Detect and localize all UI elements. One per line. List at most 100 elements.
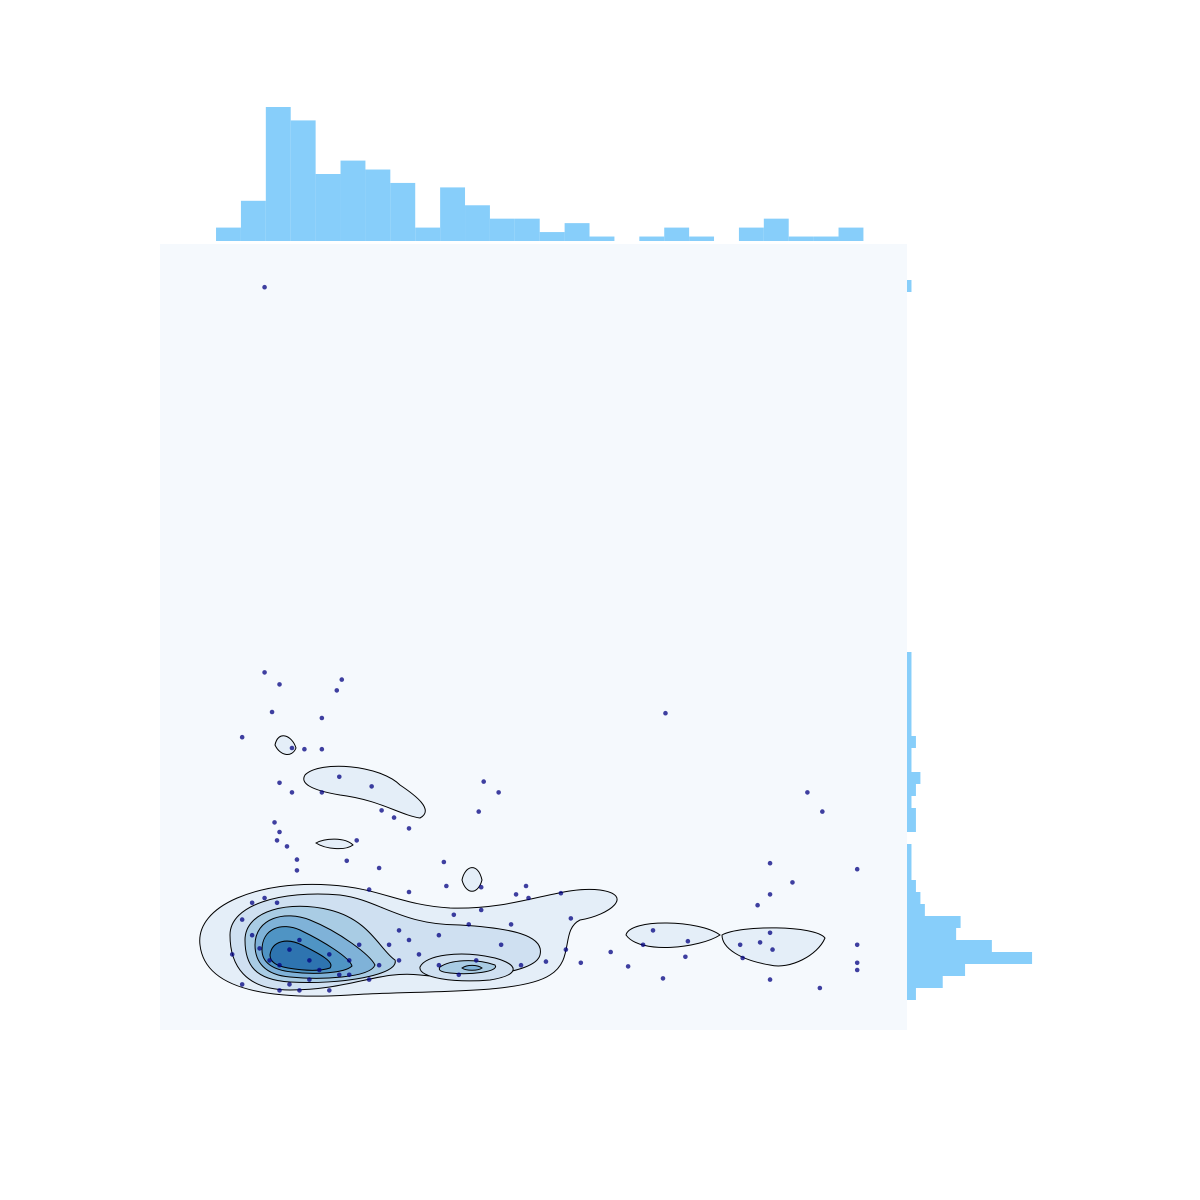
scatter-point xyxy=(625,964,631,969)
scatter-point xyxy=(608,949,613,955)
histogram-bar xyxy=(240,200,266,241)
histogram-bar xyxy=(907,844,912,856)
histogram-bar xyxy=(514,218,540,241)
contour xyxy=(625,922,721,949)
scatter-point xyxy=(336,972,342,978)
scatter-point xyxy=(229,952,235,957)
histogram-bar xyxy=(907,916,961,928)
scatter-point xyxy=(327,988,332,993)
scatter-point xyxy=(294,857,300,862)
scatter-point xyxy=(466,922,472,927)
scatter-point xyxy=(336,774,342,780)
histogram-bar xyxy=(907,748,912,760)
scatter-point xyxy=(523,883,529,889)
histogram-bar xyxy=(907,880,916,892)
scatter-point xyxy=(391,815,397,820)
scatter-point xyxy=(289,790,295,795)
histogram-bar xyxy=(664,227,690,241)
histogram-bar xyxy=(907,724,912,736)
histogram-bar xyxy=(564,223,590,241)
histogram-bar xyxy=(907,784,916,796)
scatter-point xyxy=(277,829,282,835)
histogram-bar xyxy=(440,187,466,241)
histogram-bar xyxy=(639,236,665,241)
scatter-point xyxy=(317,967,322,973)
contour xyxy=(461,964,483,971)
scatter-point xyxy=(287,947,292,952)
scatter-point xyxy=(820,809,825,814)
scatter-point xyxy=(346,972,352,978)
histogram-bar xyxy=(907,280,912,292)
contour xyxy=(315,838,354,850)
scatter-point xyxy=(386,942,392,948)
scatter-point xyxy=(854,967,860,973)
histogram-bar xyxy=(907,856,912,868)
scatter-point xyxy=(498,942,504,948)
scatter-point xyxy=(366,887,372,892)
scatter-point xyxy=(406,937,412,943)
histogram-bar xyxy=(907,760,912,772)
histogram-bar xyxy=(489,218,515,241)
histogram-bar xyxy=(265,107,291,241)
histogram-bar xyxy=(813,236,839,241)
histogram-bar xyxy=(907,988,916,1000)
scatter-point xyxy=(441,859,447,865)
scatter-point xyxy=(663,710,668,716)
scatter-point xyxy=(379,808,384,813)
scatter-point xyxy=(257,946,262,951)
histogram-bar xyxy=(907,652,912,664)
histogram-bar xyxy=(907,712,912,724)
histogram-bar xyxy=(465,205,490,241)
scatter-point xyxy=(284,844,290,849)
scatter-point xyxy=(327,952,332,957)
scatter-point xyxy=(339,677,345,682)
scatter-point xyxy=(757,940,763,945)
histogram-bar xyxy=(907,700,912,712)
scatter-point xyxy=(346,958,352,963)
scatter-point xyxy=(396,958,402,963)
histogram-bar xyxy=(907,928,957,940)
scatter-point xyxy=(563,947,569,952)
histogram-bar xyxy=(838,227,864,241)
scatter-point xyxy=(277,962,282,968)
scatter-point xyxy=(269,709,275,715)
histogram-bar xyxy=(539,232,565,241)
scatter-point xyxy=(854,942,860,948)
scatter-point xyxy=(366,977,372,982)
scatter-point xyxy=(356,942,362,948)
scatter-point xyxy=(854,866,860,872)
histogram-bar xyxy=(788,236,814,241)
scatter-point xyxy=(481,779,487,784)
scatter-point xyxy=(737,942,743,948)
histogram-bar xyxy=(216,227,241,241)
histogram-bar xyxy=(907,904,925,916)
scatter-point xyxy=(436,962,442,968)
histogram-bar xyxy=(290,120,316,241)
histogram-bar xyxy=(315,174,341,241)
histogram-bar xyxy=(689,236,715,241)
scatter-point xyxy=(478,907,484,913)
scatter-point xyxy=(307,977,312,982)
scatter-point xyxy=(513,892,519,897)
scatter-point xyxy=(344,858,350,864)
scatter-point xyxy=(740,955,745,961)
scatter-point xyxy=(249,932,255,938)
scatter-point xyxy=(239,982,245,987)
histogram-bar xyxy=(365,169,391,241)
scatter-point xyxy=(543,959,549,964)
scatter-point xyxy=(277,988,282,993)
histogram-bar xyxy=(907,940,992,952)
scatter-point xyxy=(369,784,374,789)
scatter-point xyxy=(456,972,462,978)
scatter-point xyxy=(854,960,860,966)
scatter-point xyxy=(289,745,295,751)
scatter-point xyxy=(272,820,277,825)
scatter-point xyxy=(496,790,501,795)
histogram-bar xyxy=(907,808,916,820)
scatter-point xyxy=(767,930,773,936)
scatter-point xyxy=(319,790,325,795)
scatter-point xyxy=(790,880,795,885)
contour xyxy=(303,765,426,819)
